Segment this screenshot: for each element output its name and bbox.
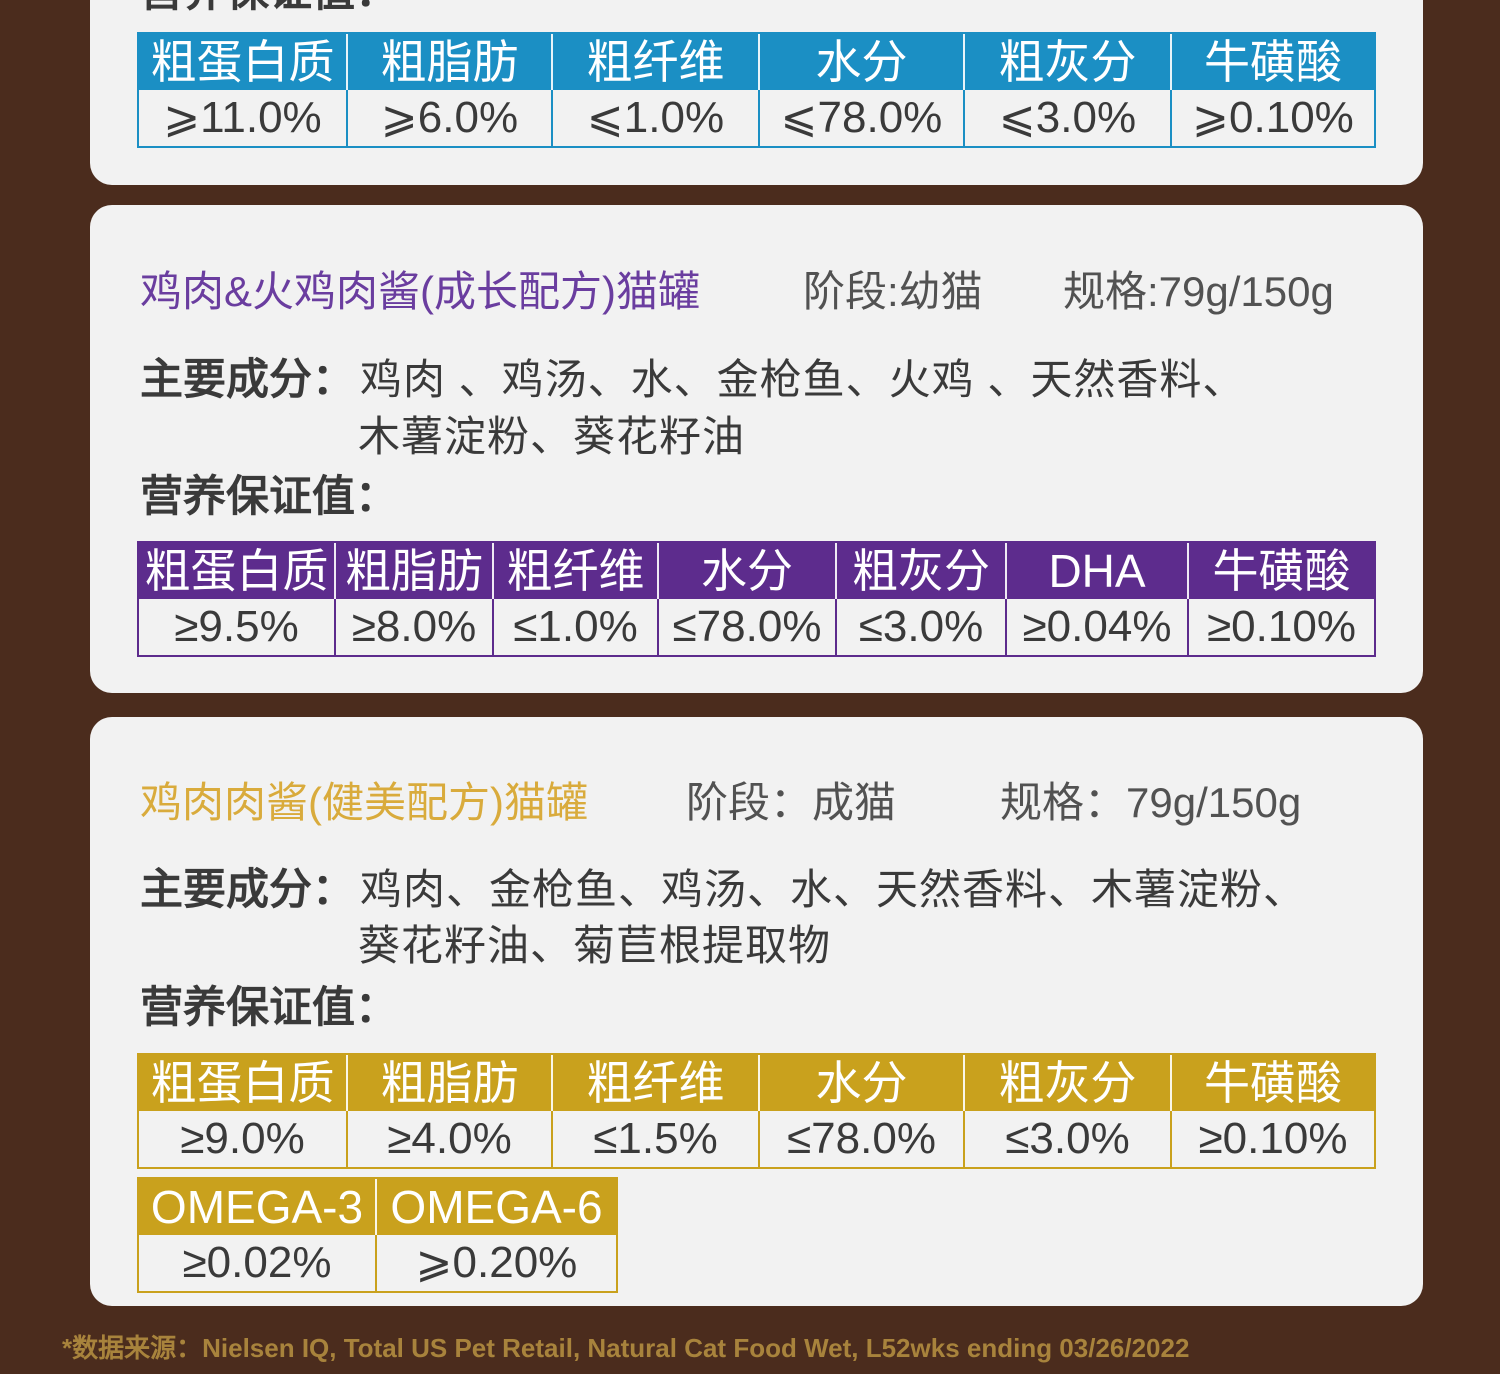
table-header-cell: 牛磺酸: [1170, 34, 1374, 90]
table-header-cell: 牛磺酸: [1187, 543, 1374, 599]
table-value-cell: ≥4.0%: [346, 1111, 551, 1167]
table-value-row: ⩾11.0% ⩾6.0% ⩽1.0% ⩽78.0% ⩽3.0% ⩾0.10%: [139, 90, 1374, 146]
table-header-cell: OMEGA-3: [150, 1181, 364, 1233]
ingredients-line: 木薯淀粉、葵花籽油: [358, 413, 746, 460]
table-header-cell: 粗蛋白质: [150, 36, 335, 88]
table-header-cell: 水分: [758, 1055, 963, 1111]
product-card-growth: 鸡肉&火鸡肉酱(成长配方)猫罐 阶段:幼猫 规格:79g/150g 主要成分： …: [90, 205, 1423, 693]
table-value-row: ≥9.0% ≥4.0% ≤1.5% ≤78.0% ≤3.0% ≥0.10%: [139, 1111, 1374, 1167]
table-header-cell: 粗灰分: [963, 1055, 1170, 1111]
table-header-cell: 粗纤维: [551, 34, 758, 90]
table-header-row: 粗蛋白质 粗脂肪 粗纤维 水分 粗灰分 牛磺酸: [139, 1055, 1374, 1111]
product-title: 鸡肉肉酱(健美配方)猫罐: [140, 779, 588, 826]
nutrition-label: 营养保证值：: [140, 984, 398, 1032]
product-stage: 阶段:幼猫: [803, 268, 983, 315]
nutrition-table: 粗蛋白质 粗脂肪 粗纤维 水分 粗灰分 DHA 牛磺酸 ≥9.5% ≥8.0% …: [137, 541, 1376, 657]
table-header-cell: OMEGA-6: [375, 1179, 616, 1235]
table-value-cell: ≤78.0%: [758, 1111, 963, 1167]
table-value-cell: ≥8.0%: [334, 599, 492, 655]
product-stage: 阶段：成猫: [686, 779, 897, 826]
table-header-cell: 粗脂肪: [334, 543, 492, 599]
nutrition-table: 粗蛋白质 粗脂肪 粗纤维 水分 粗灰分 牛磺酸 ⩾11.0% ⩾6.0% ⩽1.…: [137, 32, 1376, 148]
table-value-cell: ≥9.0%: [180, 1114, 305, 1163]
table-value-cell: ≤1.0%: [492, 599, 657, 655]
product-title: 鸡肉&火鸡肉酱(成长配方)猫罐: [140, 268, 700, 315]
table-header-cell: 粗蛋白质: [150, 1057, 335, 1109]
table-header-cell: DHA: [1005, 543, 1187, 599]
table-value-cell: ⩽78.0%: [758, 90, 963, 146]
table-header-row: 粗蛋白质 粗脂肪 粗纤维 水分 粗灰分 DHA 牛磺酸: [139, 543, 1374, 599]
table-value-cell: ≥0.02%: [182, 1238, 332, 1287]
product-spec: 规格:79g/150g: [1063, 268, 1334, 315]
table-value-cell: ≥0.10%: [1170, 1111, 1374, 1167]
table-value-cell: ≤1.5%: [551, 1111, 758, 1167]
table-value-cell: ≤3.0%: [963, 1111, 1170, 1167]
table-value-cell: ⩾0.20%: [375, 1235, 616, 1291]
table-value-cell: ≤78.0%: [657, 599, 835, 655]
table-header-cell: 粗脂肪: [346, 1055, 551, 1111]
data-source-footnote: *数据来源：Nielsen IQ, Total US Pet Retail, N…: [62, 1333, 1190, 1363]
table-header-cell: 粗纤维: [551, 1055, 758, 1111]
table-header-row: 粗蛋白质 粗脂肪 粗纤维 水分 粗灰分 牛磺酸: [139, 34, 1374, 90]
table-header-cell: 水分: [657, 543, 835, 599]
table-header-cell: 粗纤维: [492, 543, 657, 599]
table-value-cell: ⩽3.0%: [963, 90, 1170, 146]
table-value-cell: ⩾0.10%: [1170, 90, 1374, 146]
table-value-cell: ≥0.10%: [1187, 599, 1374, 655]
table-value-cell: ≥0.04%: [1005, 599, 1187, 655]
table-value-cell: ⩾6.0%: [346, 90, 551, 146]
nutrition-label: 营养保证值：: [140, 0, 398, 16]
nutrition-label: 营养保证值：: [140, 473, 398, 521]
ingredients-line: 葵花籽油、菊苣根提取物: [358, 922, 832, 969]
table-value-cell: ⩾11.0%: [163, 93, 322, 142]
table-header-cell: 牛磺酸: [1170, 1055, 1374, 1111]
product-spec: 规格：79g/150g: [1000, 779, 1302, 826]
ingredients-label: 主要成分：: [140, 866, 355, 914]
table-value-cell: ⩽1.0%: [551, 90, 758, 146]
table-header-cell: 水分: [758, 34, 963, 90]
table-value-cell: ≥9.5%: [174, 602, 299, 651]
ingredients-line: 鸡肉 、鸡汤、水、金枪鱼、火鸡 、天然香料、: [360, 356, 1246, 403]
table-header-cell: 粗蛋白质: [144, 545, 329, 597]
table-value-cell: ≤3.0%: [835, 599, 1005, 655]
table-value-row: ≥0.02% ⩾0.20%: [139, 1235, 616, 1291]
ingredients-line: 鸡肉、金枪鱼、鸡汤、水、天然香料、木薯淀粉、: [360, 866, 1307, 913]
table-value-row: ≥9.5% ≥8.0% ≤1.0% ≤78.0% ≤3.0% ≥0.04% ≥0…: [139, 599, 1374, 655]
table-header-cell: 粗灰分: [835, 543, 1005, 599]
product-card-adult-top: 营养保证值： 粗蛋白质 粗脂肪 粗纤维 水分 粗灰分 牛磺酸 ⩾11.0% ⩾6…: [90, 0, 1423, 185]
nutrition-table: 粗蛋白质 粗脂肪 粗纤维 水分 粗灰分 牛磺酸 ≥9.0% ≥4.0% ≤1.5…: [137, 1053, 1376, 1169]
table-header-cell: 粗脂肪: [346, 34, 551, 90]
omega-table: OMEGA-3 OMEGA-6 ≥0.02% ⩾0.20%: [137, 1177, 618, 1293]
product-card-fitness: 鸡肉肉酱(健美配方)猫罐 阶段：成猫 规格：79g/150g 主要成分： 鸡肉、…: [90, 717, 1423, 1306]
table-header-cell: 粗灰分: [963, 34, 1170, 90]
table-header-row: OMEGA-3 OMEGA-6: [139, 1179, 616, 1235]
ingredients-label: 主要成分：: [140, 356, 355, 404]
